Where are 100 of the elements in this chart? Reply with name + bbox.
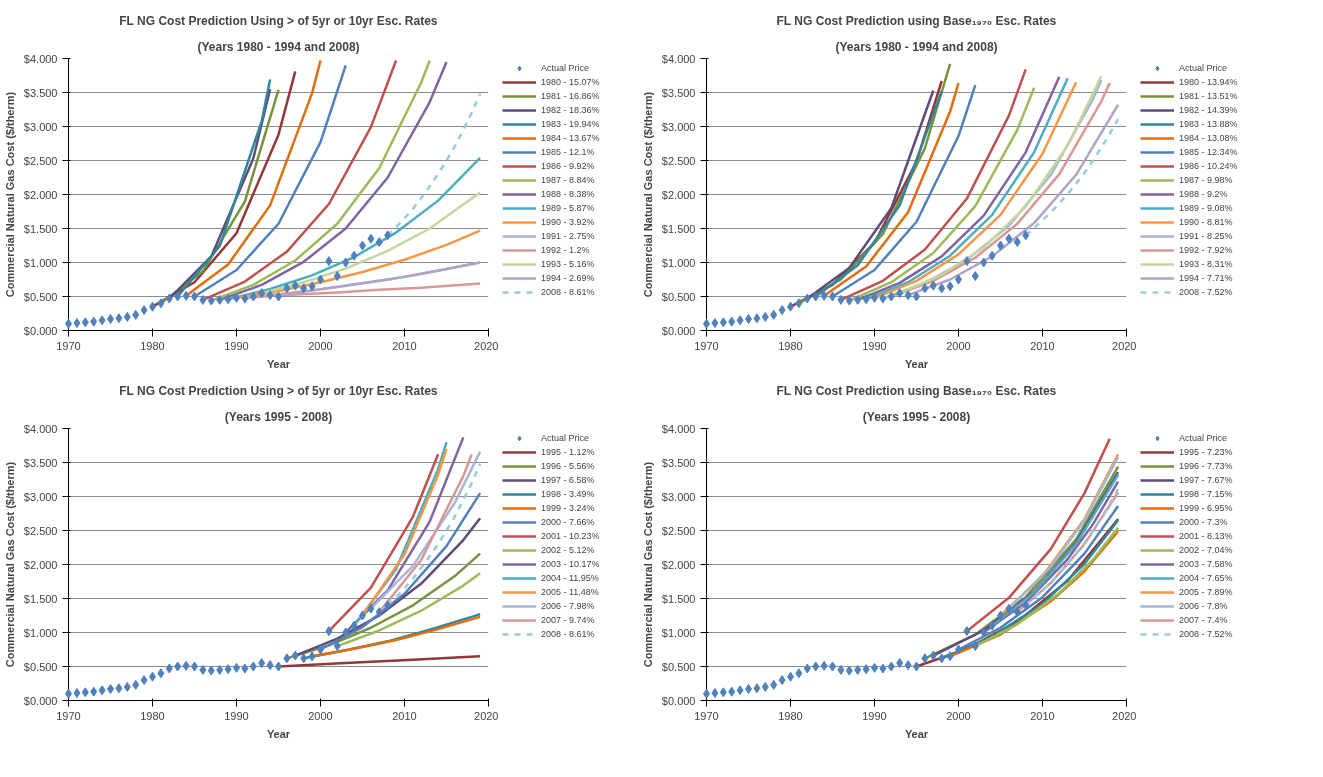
x-tick-label: 1980 xyxy=(140,339,165,352)
legend-label: 1991 - 2.75% xyxy=(541,230,596,242)
x-axis-title: Year xyxy=(904,357,929,370)
x-tick-label: 2020 xyxy=(474,709,499,722)
legend-label: 1994 - 2.69% xyxy=(541,272,596,284)
legend-label: 1998 - 7.15% xyxy=(1179,488,1234,500)
legend-label: 2006 - 7.8% xyxy=(1179,600,1229,612)
chart-subtitle: (Years 1995 - 2008) xyxy=(224,409,333,424)
y-tick-label: $3.500 xyxy=(23,86,58,99)
y-tick-label: $1.500 xyxy=(23,222,58,235)
legend-label: 1994 - 7.71% xyxy=(1179,272,1234,284)
legend-label: 2008 - 8.61% xyxy=(541,628,596,640)
x-tick-label: 1970 xyxy=(694,339,719,352)
legend-label: 2008 - 7.52% xyxy=(1179,628,1234,640)
x-tick-label: 1990 xyxy=(224,709,249,722)
y-axis-title: Commercial Natural Gas Cost ($/therm) xyxy=(641,461,654,668)
legend-label: 2004 - 11.95% xyxy=(541,572,600,584)
y-tick-label: $1.000 xyxy=(23,626,58,639)
legend-label: 2000 - 7.66% xyxy=(541,516,596,528)
y-tick-label: $2.000 xyxy=(23,558,58,571)
y-tick-label: $3.000 xyxy=(661,120,696,133)
y-tick-label: $0.000 xyxy=(23,324,58,337)
x-axis-title: Year xyxy=(266,357,291,370)
x-tick-label: 1990 xyxy=(224,339,249,352)
legend-label: 1993 - 5.16% xyxy=(541,258,596,270)
legend-label: 2007 - 7.4% xyxy=(1179,614,1229,626)
legend-label: 2005 - 7.89% xyxy=(1179,586,1234,598)
legend-label: 1992 - 1.2% xyxy=(541,244,591,256)
legend-label: 2007 - 9.74% xyxy=(541,614,596,626)
legend-label: 1985 - 12.1% xyxy=(541,146,596,158)
chart-subtitle: (Years 1980 - 1994 and 2008) xyxy=(835,39,998,54)
y-tick-label: $0.500 xyxy=(23,290,58,303)
x-tick-label: 2000 xyxy=(308,339,333,352)
legend-label: 1986 - 9.92% xyxy=(541,160,596,172)
y-tick-label: $2.500 xyxy=(23,524,58,537)
x-tick-label: 1980 xyxy=(778,709,803,722)
legend-label: 1993 - 8.31% xyxy=(1179,258,1234,270)
legend-label: 1983 - 13.88% xyxy=(1179,118,1239,130)
legend-label: 2000 - 7.3% xyxy=(1179,516,1229,528)
legend-label: 1989 - 5.87% xyxy=(541,202,596,214)
y-tick-label: $2.500 xyxy=(661,154,696,167)
y-tick-label: $3.000 xyxy=(23,120,58,133)
x-tick-label: 1990 xyxy=(862,339,887,352)
legend-label: Actual Price xyxy=(1179,62,1229,74)
legend-label: 2008 - 7.52% xyxy=(1179,286,1234,298)
x-tick-label: 2020 xyxy=(474,339,499,352)
legend-label: Actual Price xyxy=(1179,432,1229,444)
chart-title: FL NG Cost Prediction using Base₁₉₇₀ Esc. Rates xyxy=(776,13,1057,28)
legend-label: 1997 - 6.58% xyxy=(541,474,596,486)
y-tick-label: $0.000 xyxy=(23,694,58,707)
chart-subtitle: (Years 1980 - 1994 and 2008) xyxy=(197,39,360,54)
y-tick-label: $0.500 xyxy=(661,660,696,673)
x-tick-label: 1980 xyxy=(140,709,165,722)
legend-label: 1999 - 6.95% xyxy=(1179,502,1234,514)
legend-label: 1991 - 8.25% xyxy=(1179,230,1234,242)
y-tick-label: $2.500 xyxy=(661,524,696,537)
legend-label: Actual Price xyxy=(541,62,591,74)
legend-label: 1988 - 8.38% xyxy=(541,188,596,200)
legend-label: 1983 - 19.94% xyxy=(541,118,601,130)
y-axis-title: Commercial Natural Gas Cost ($/therm) xyxy=(641,91,654,298)
x-tick-label: 2000 xyxy=(308,709,333,722)
y-tick-label: $1.500 xyxy=(661,222,696,235)
y-tick-label: $1.000 xyxy=(23,256,58,269)
legend-label: 1995 - 1.12% xyxy=(541,446,596,458)
y-tick-label: $3.500 xyxy=(661,456,696,469)
x-tick-label: 2000 xyxy=(946,339,971,352)
legend-label: 1989 - 9.08% xyxy=(1179,202,1234,214)
y-tick-label: $4.000 xyxy=(23,52,58,65)
chart-subtitle: (Years 1995 - 2008) xyxy=(862,409,971,424)
legend-label: 1995 - 7.23% xyxy=(1179,446,1234,458)
x-tick-label: 1970 xyxy=(694,709,719,722)
y-tick-label: $4.000 xyxy=(661,52,696,65)
y-tick-label: $2.500 xyxy=(23,154,58,167)
x-tick-label: 2000 xyxy=(946,709,971,722)
legend-label: 2003 - 10.17% xyxy=(541,558,601,570)
y-tick-label: $2.000 xyxy=(661,558,696,571)
legend-label: 2008 - 8.61% xyxy=(541,286,596,298)
legend-label: 2005 - 11.48% xyxy=(541,586,600,598)
legend-label: 1984 - 13.08% xyxy=(1179,132,1239,144)
legend-label: 1985 - 12.34% xyxy=(1179,146,1239,158)
y-tick-label: $0.500 xyxy=(661,290,696,303)
legend-label: 1992 - 7.92% xyxy=(1179,244,1234,256)
x-tick-label: 2010 xyxy=(392,339,417,352)
legend-label: 1982 - 14.39% xyxy=(1179,104,1239,116)
x-tick-label: 2010 xyxy=(392,709,417,722)
y-tick-label: $4.000 xyxy=(23,422,58,435)
legend-label: 1996 - 7.73% xyxy=(1179,460,1234,472)
legend-label: 1981 - 13.51% xyxy=(1179,90,1239,102)
y-tick-label: $1.500 xyxy=(23,592,58,605)
legend-label: 1987 - 8.84% xyxy=(541,174,596,186)
y-tick-label: $2.000 xyxy=(661,188,696,201)
y-tick-label: $2.000 xyxy=(23,188,58,201)
x-tick-label: 2020 xyxy=(1112,339,1137,352)
x-tick-label: 2020 xyxy=(1112,709,1137,722)
y-tick-label: $0.000 xyxy=(661,694,696,707)
legend-label: 1999 - 3.24% xyxy=(541,502,596,514)
y-tick-label: $3.500 xyxy=(23,456,58,469)
y-tick-label: $3.500 xyxy=(661,86,696,99)
y-axis-title: Commercial Natural Gas Cost ($/therm) xyxy=(3,91,16,298)
legend-label: 1986 - 10.24% xyxy=(1179,160,1239,172)
